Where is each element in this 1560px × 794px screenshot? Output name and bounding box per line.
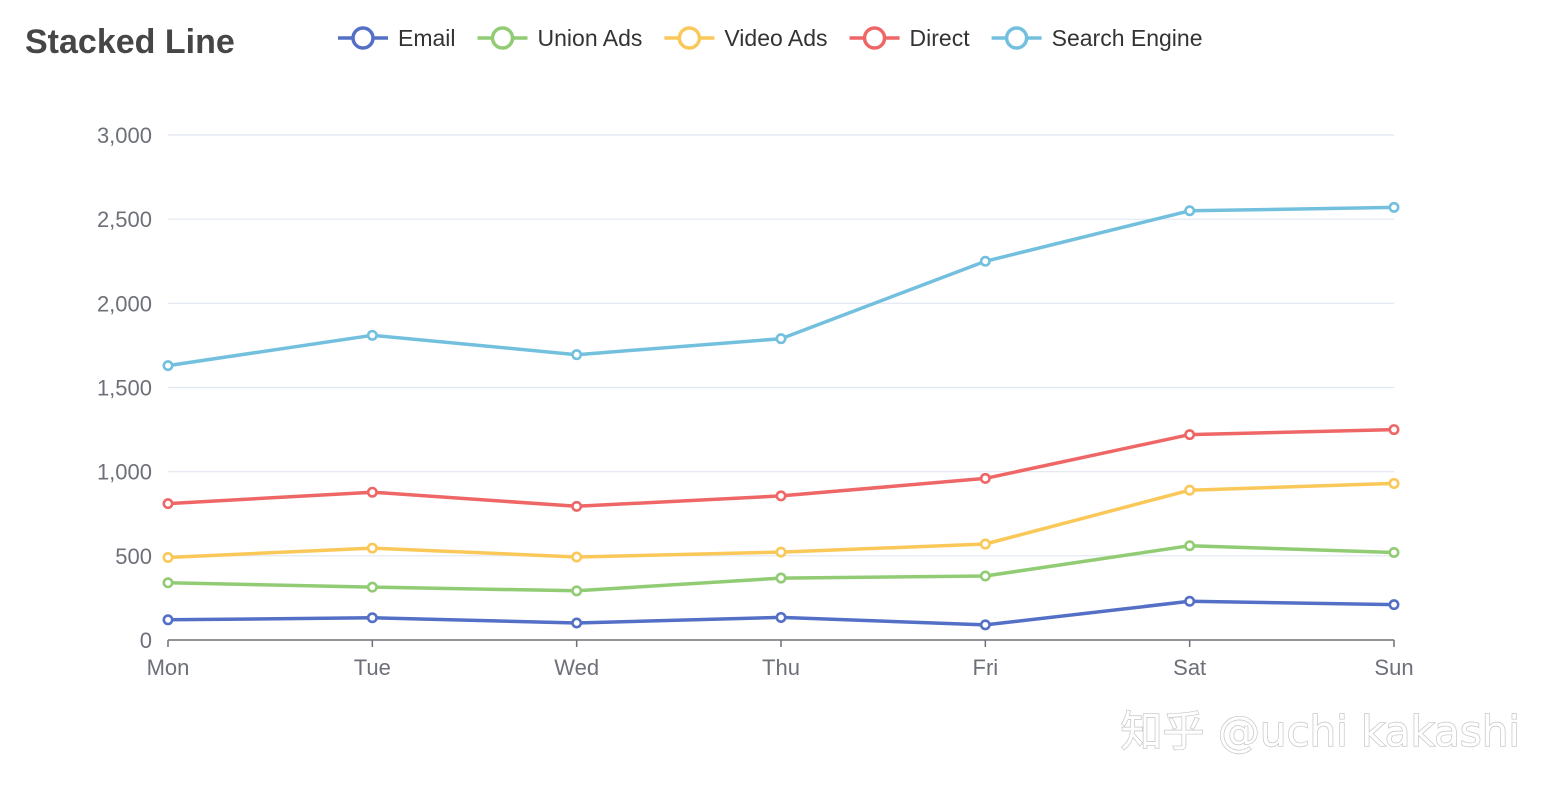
legend-label: Union Ads	[538, 25, 643, 51]
legend[interactable]: Email Union Ads Video Ads Direct Search Engi…	[338, 25, 1203, 51]
y-tick-label: 0	[140, 628, 152, 653]
data-point[interactable]	[366, 581, 378, 593]
y-tick-label: 1,500	[97, 376, 152, 401]
data-point[interactable]	[979, 538, 991, 550]
data-point[interactable]	[1388, 599, 1400, 611]
data-point[interactable]	[979, 255, 991, 267]
series-email	[162, 595, 1400, 631]
data-point[interactable]	[1388, 477, 1400, 489]
data-point[interactable]	[162, 552, 174, 564]
legend-circle-icon	[490, 26, 515, 50]
legend-circle-icon	[677, 26, 702, 50]
data-point[interactable]	[1184, 205, 1196, 217]
data-point[interactable]	[162, 577, 174, 589]
legend-label: Email	[398, 25, 456, 51]
y-tick-label: 2,000	[97, 291, 152, 316]
legend-item-direct[interactable]: Direct	[849, 25, 971, 51]
chart-title: Stacked Line	[25, 23, 235, 61]
x-tick-label: Wed	[554, 655, 599, 680]
x-tick-label: Fri	[973, 655, 999, 680]
data-point[interactable]	[979, 570, 991, 582]
legend-circle-icon	[1004, 26, 1029, 50]
x-tick-label: Sun	[1374, 655, 1413, 680]
legend-item-email[interactable]: Email	[338, 25, 456, 51]
data-point[interactable]	[775, 546, 787, 558]
data-point[interactable]	[1388, 424, 1400, 436]
data-point[interactable]	[571, 500, 583, 512]
legend-item-search-engine[interactable]: Search Engine	[991, 25, 1203, 51]
series-search-engine	[162, 201, 1400, 372]
legend-circle-icon	[351, 26, 375, 50]
data-point[interactable]	[366, 612, 378, 624]
legend-label: Search Engine	[1052, 25, 1203, 51]
y-tick-label: 500	[115, 544, 152, 569]
series-video-ads	[162, 477, 1400, 564]
data-point[interactable]	[1184, 429, 1196, 441]
data-point[interactable]	[366, 486, 378, 498]
data-point[interactable]	[775, 611, 787, 623]
data-point[interactable]	[775, 572, 787, 584]
data-point[interactable]	[571, 349, 583, 361]
data-point[interactable]	[775, 490, 787, 502]
data-point[interactable]	[162, 360, 174, 372]
y-tick-label: 3,000	[97, 123, 152, 148]
data-point[interactable]	[1388, 546, 1400, 558]
data-point[interactable]	[571, 617, 583, 629]
data-point[interactable]	[571, 585, 583, 597]
x-axis: Mon Tue Wed Thu Fri Sat Sun	[147, 639, 1414, 680]
y-tick-label: 1,000	[97, 460, 152, 485]
series-layer	[162, 201, 1400, 631]
data-point[interactable]	[162, 498, 174, 510]
data-point[interactable]	[979, 619, 991, 631]
y-tick-label: 2,500	[97, 207, 152, 232]
data-point[interactable]	[1184, 484, 1196, 496]
data-point[interactable]	[1388, 201, 1400, 213]
legend-item-video-ads[interactable]: Video Ads	[664, 25, 828, 51]
legend-label: Video Ads	[724, 25, 827, 51]
data-point[interactable]	[1184, 540, 1196, 552]
data-point[interactable]	[366, 329, 378, 341]
legend-item-union-ads[interactable]: Union Ads	[477, 25, 643, 51]
x-tick-label: Tue	[354, 655, 391, 680]
legend-circle-icon	[862, 26, 887, 50]
series-direct	[162, 424, 1400, 512]
data-point[interactable]	[775, 333, 787, 345]
legend-label: Direct	[910, 25, 971, 51]
x-tick-label: Mon	[147, 655, 190, 680]
data-point[interactable]	[162, 614, 174, 626]
data-point[interactable]	[979, 472, 991, 484]
y-axis: 0 500 1,000 1,500 2,000 2,500 3,000	[97, 123, 152, 653]
x-tick-label: Thu	[762, 655, 800, 680]
data-point[interactable]	[366, 542, 378, 554]
watermark: 知乎 @uchi kakashi	[1120, 707, 1520, 756]
data-point[interactable]	[1184, 595, 1196, 607]
series-union-ads	[162, 540, 1400, 597]
x-tick-label: Sat	[1173, 655, 1206, 680]
data-point[interactable]	[571, 551, 583, 563]
